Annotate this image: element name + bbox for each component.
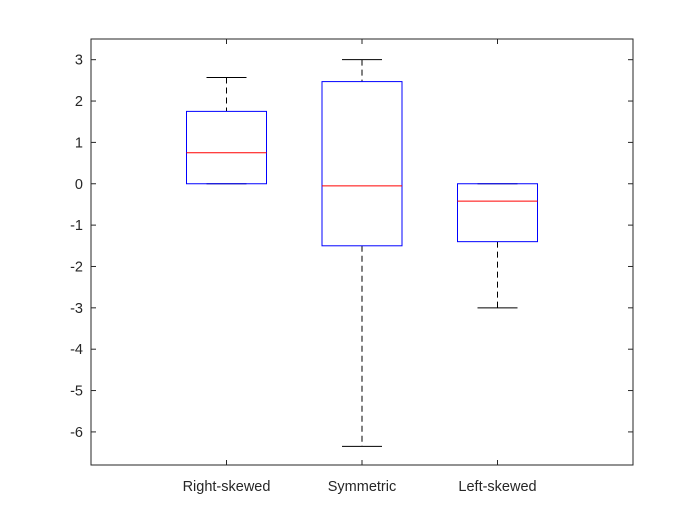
x-tick-label: Left-skewed — [458, 479, 536, 495]
y-tick-label: -6 — [70, 425, 83, 441]
y-tick-label: -3 — [70, 301, 83, 317]
x-tick-label: Symmetric — [328, 479, 396, 495]
box-symmetric — [321, 59, 403, 447]
plot-area-background — [91, 39, 633, 465]
y-tick-label: -1 — [70, 218, 83, 234]
plot-area-frame — [90, 38, 634, 466]
box-iqr — [321, 81, 403, 247]
box-left-skewed — [457, 183, 538, 309]
box-iqr — [186, 110, 267, 185]
y-tick-label: -2 — [70, 259, 83, 275]
box-series — [186, 59, 538, 447]
y-tick-label: -5 — [70, 384, 83, 400]
axis-ticks: 3 2 1 0 -1 -2 -3 -4 -5 -6 Right-skewed Symmetric Lef… — [70, 39, 633, 495]
y-tick-label: 3 — [75, 53, 83, 69]
y-tick-label: 1 — [75, 135, 83, 151]
y-tick-label: 0 — [75, 177, 83, 193]
y-tick-label: -4 — [70, 342, 83, 358]
x-tick-label: Right-skewed — [183, 479, 271, 495]
box-right-skewed — [186, 76, 267, 185]
y-tick-label: 2 — [75, 94, 83, 110]
box-iqr — [457, 183, 538, 243]
